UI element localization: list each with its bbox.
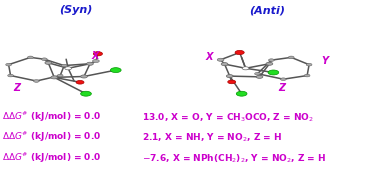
Circle shape <box>81 91 91 96</box>
Circle shape <box>93 60 99 63</box>
Circle shape <box>228 80 236 84</box>
Circle shape <box>42 58 47 61</box>
Text: Z: Z <box>278 83 285 93</box>
Circle shape <box>8 74 14 77</box>
Text: $-$7.6, X = NPh(CH$_2$)$_2$, Y = NO$_2$, Z = H: $-$7.6, X = NPh(CH$_2$)$_2$, Y = NO$_2$,… <box>142 153 326 165</box>
Text: $\Delta\Delta G^{\#}$ (kJ/mol) = 0.0: $\Delta\Delta G^{\#}$ (kJ/mol) = 0.0 <box>2 109 101 124</box>
Circle shape <box>266 62 273 65</box>
Circle shape <box>65 67 71 70</box>
Circle shape <box>236 91 247 96</box>
Circle shape <box>306 63 312 66</box>
Circle shape <box>45 61 52 64</box>
Circle shape <box>34 80 39 82</box>
Circle shape <box>280 78 286 80</box>
Circle shape <box>61 64 67 67</box>
Circle shape <box>110 68 121 72</box>
Circle shape <box>242 67 249 70</box>
Circle shape <box>81 75 87 78</box>
Circle shape <box>87 62 93 65</box>
Text: X: X <box>206 52 213 62</box>
Text: X: X <box>91 51 99 61</box>
Circle shape <box>6 63 11 66</box>
Circle shape <box>255 72 260 75</box>
Circle shape <box>226 75 233 78</box>
Circle shape <box>57 74 63 77</box>
Circle shape <box>51 76 57 79</box>
Text: (Syn): (Syn) <box>59 5 93 15</box>
Circle shape <box>221 63 228 66</box>
Circle shape <box>256 75 263 78</box>
Text: Z: Z <box>13 83 20 93</box>
Text: $\Delta\Delta G^{\#}$ (kJ/mol) = 0.0: $\Delta\Delta G^{\#}$ (kJ/mol) = 0.0 <box>2 151 101 165</box>
Circle shape <box>217 58 224 61</box>
Circle shape <box>268 70 279 75</box>
Text: 2.1, X = NH, Y = NO$_2$, Z = H: 2.1, X = NH, Y = NO$_2$, Z = H <box>142 132 282 144</box>
Text: Y: Y <box>321 56 328 66</box>
Circle shape <box>235 50 244 54</box>
Circle shape <box>76 80 84 84</box>
Circle shape <box>304 74 310 77</box>
Text: (Anti): (Anti) <box>249 5 285 15</box>
Circle shape <box>93 52 102 56</box>
Circle shape <box>28 56 33 59</box>
Circle shape <box>288 56 294 59</box>
Text: $\Delta\Delta G^{\#}$ (kJ/mol) = 0.0: $\Delta\Delta G^{\#}$ (kJ/mol) = 0.0 <box>2 130 101 144</box>
Circle shape <box>268 59 274 61</box>
Text: 13.0, X = O, Y = CH$_3$OCO, Z = NO$_2$: 13.0, X = O, Y = CH$_3$OCO, Z = NO$_2$ <box>142 111 314 124</box>
